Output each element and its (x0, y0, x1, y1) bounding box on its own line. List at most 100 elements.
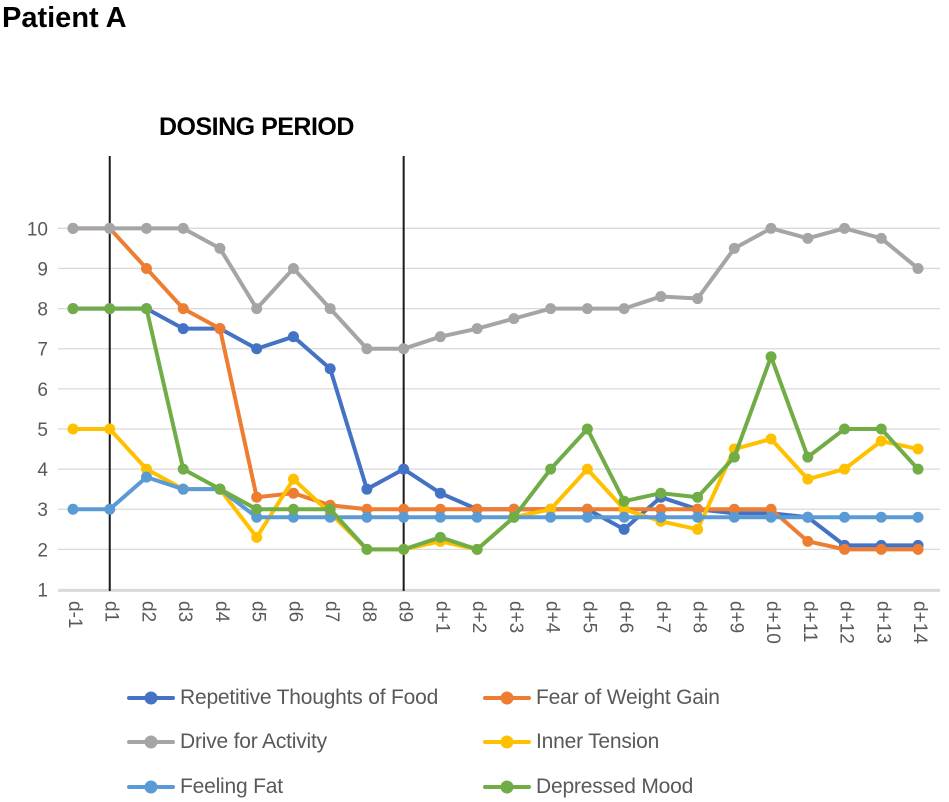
legend-label: Repetitive Thoughts of Food (180, 686, 439, 709)
data-point-fear-of-weight-gain (655, 503, 667, 515)
data-point-depressed-mood (251, 503, 263, 515)
legend-item-fear-of-weight-gain: Fear of Weight Gain (483, 686, 720, 710)
x-axis-tick-label: d2 (137, 601, 158, 622)
legend-line-marker-icon (127, 735, 175, 749)
legend-dot-icon (144, 780, 158, 794)
x-axis-tick-label: d+9 (725, 601, 746, 633)
x-axis-tick-label: d+6 (615, 601, 636, 633)
data-point-depressed-mood (324, 503, 336, 515)
series-feeling-fat (67, 471, 924, 523)
series-line-feeling-fat (71, 475, 921, 520)
legend-label: Drive for Activity (180, 730, 327, 753)
data-point-feeling-fat (655, 511, 667, 523)
page-title: Patient A (2, 2, 127, 34)
data-point-inner-tension (251, 531, 263, 543)
y-axis-tick-label: 2 (37, 540, 48, 561)
data-point-fear-of-weight-gain (361, 503, 373, 515)
x-axis-tick-label: d6 (284, 601, 305, 622)
data-point-repetitive-thoughts-of-food (287, 331, 299, 343)
y-axis-tick-label: 9 (37, 259, 48, 280)
legend-item-drive-for-activity: Drive for Activity (127, 730, 327, 754)
data-point-depressed-mood (875, 423, 887, 435)
y-axis-tick-label: 3 (37, 500, 48, 521)
data-point-drive-for-activity (287, 262, 299, 274)
data-point-depressed-mood (508, 511, 520, 523)
data-point-drive-for-activity (692, 293, 704, 305)
y-axis-tick-label: 8 (37, 300, 48, 321)
x-axis-tick-label: d3 (174, 601, 195, 622)
data-point-drive-for-activity (839, 222, 851, 234)
x-axis-tick-label: d+11 (799, 601, 820, 642)
data-point-fear-of-weight-gain (398, 503, 410, 515)
data-point-inner-tension (802, 473, 814, 485)
data-point-fear-of-weight-gain (581, 503, 593, 515)
series-line-drive-for-activity (71, 226, 921, 351)
data-point-drive-for-activity (471, 323, 483, 335)
x-axis-tick-label: d8 (358, 601, 379, 622)
data-point-drive-for-activity (398, 343, 410, 355)
data-point-inner-tension (839, 463, 851, 475)
data-point-feeling-fat (839, 511, 851, 523)
legend-dot-icon (500, 735, 514, 749)
data-point-repetitive-thoughts-of-food (618, 523, 630, 535)
data-point-drive-for-activity (67, 222, 79, 234)
data-point-inner-tension (765, 433, 777, 445)
x-axis-tick-label: d+4 (542, 601, 563, 634)
data-point-depressed-mood (361, 543, 373, 555)
data-point-fear-of-weight-gain (912, 543, 924, 555)
data-point-inner-tension (104, 423, 116, 435)
data-point-repetitive-thoughts-of-food (324, 363, 336, 375)
legend-label: Fear of Weight Gain (536, 686, 720, 709)
data-point-depressed-mood (765, 351, 777, 363)
series-line-depressed-mood (71, 306, 921, 552)
data-point-drive-for-activity (324, 303, 336, 315)
x-axis-tick-label: d+2 (468, 601, 489, 633)
data-point-inner-tension (912, 443, 924, 455)
data-point-depressed-mood (692, 491, 704, 503)
y-axis-tick-label: 10 (27, 219, 48, 240)
data-point-inner-tension (67, 423, 79, 435)
data-point-feeling-fat (875, 511, 887, 523)
data-point-drive-for-activity (104, 222, 116, 234)
legend-dot-icon (500, 780, 514, 794)
line-chart: 1 2 3 4 5 6 7 8 9 10 d-1 d1 d2 d3 d4 d5 d6 d7 d8 d9 d+1 d+2 d+… (27, 156, 940, 644)
data-point-depressed-mood (214, 483, 226, 495)
data-point-fear-of-weight-gain (177, 303, 189, 315)
data-point-fear-of-weight-gain (802, 535, 814, 547)
data-point-repetitive-thoughts-of-food (434, 487, 446, 499)
data-point-feeling-fat (361, 511, 373, 523)
x-axis-tick-label: d+1 (431, 601, 452, 633)
series-line-fear-of-weight-gain (71, 226, 921, 552)
legend-label: Inner Tension (536, 730, 660, 753)
legend-item-repetitive-thoughts-of-food: Repetitive Thoughts of Food (127, 686, 438, 710)
data-point-feeling-fat (251, 511, 263, 523)
data-point-depressed-mood (140, 303, 152, 315)
data-point-fear-of-weight-gain (287, 487, 299, 499)
data-point-fear-of-weight-gain (728, 503, 740, 515)
data-point-depressed-mood (802, 451, 814, 463)
data-point-feeling-fat (618, 511, 630, 523)
legend-line-marker-icon (127, 691, 175, 705)
data-point-fear-of-weight-gain (839, 543, 851, 555)
data-point-feeling-fat (104, 503, 116, 515)
data-point-depressed-mood (728, 451, 740, 463)
x-axis-tick-label: d1 (101, 601, 122, 622)
data-point-depressed-mood (545, 463, 557, 475)
data-point-drive-for-activity (728, 242, 740, 254)
x-axis-tick-label: d4 (211, 601, 232, 623)
data-point-drive-for-activity (251, 303, 263, 315)
data-point-repetitive-thoughts-of-food (177, 323, 189, 335)
x-axis-tick-label: d9 (395, 601, 416, 622)
data-point-drive-for-activity (655, 291, 667, 303)
x-axis-tick-label: d+5 (578, 601, 599, 633)
data-point-depressed-mood (655, 487, 667, 499)
data-point-depressed-mood (912, 463, 924, 475)
data-point-feeling-fat (177, 483, 189, 495)
x-axis-tick-label: d+14 (909, 601, 930, 644)
data-point-fear-of-weight-gain (140, 262, 152, 274)
data-point-fear-of-weight-gain (251, 491, 263, 503)
y-axis-tick-label: 5 (37, 420, 48, 441)
x-axis-tick-label: d+3 (505, 601, 526, 633)
data-point-depressed-mood (618, 495, 630, 507)
data-point-drive-for-activity (875, 232, 887, 244)
